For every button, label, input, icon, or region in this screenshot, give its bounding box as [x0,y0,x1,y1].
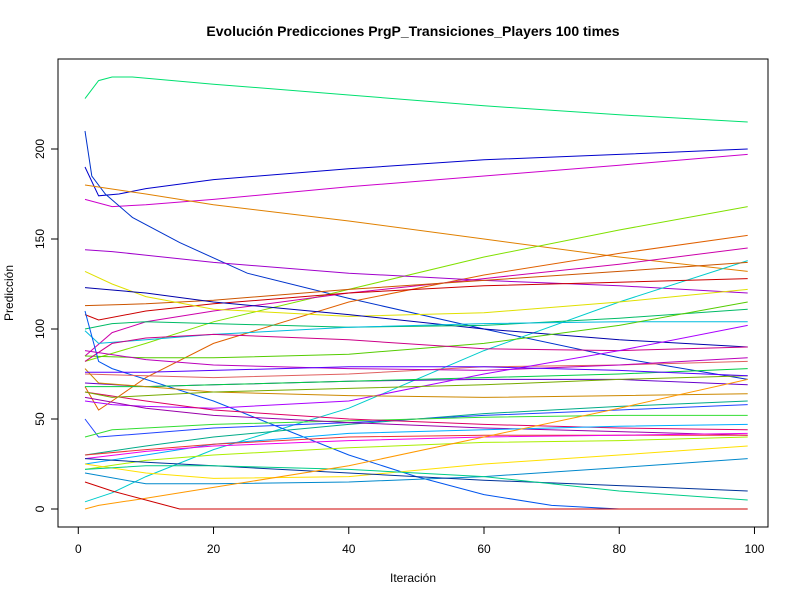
series-line-3 [84,153,748,208]
x-tick-label: 80 [613,542,627,556]
y-tick-label: 0 [33,505,47,512]
series-line-16 [84,321,748,344]
series-line-7 [84,234,748,411]
series-line-28 [84,414,748,438]
x-tick-label: 60 [477,542,491,556]
plot-frame [57,58,769,528]
y-tick-label: 50 [33,412,47,426]
series-line-13 [84,270,748,317]
chart-title: Evolución Predicciones PrgP_Transiciones… [206,23,619,39]
series-line-25 [84,368,748,398]
x-axis-label: Iteración [390,571,436,585]
series-line-31 [84,423,748,465]
series-line-4 [84,130,748,380]
series-line-39 [84,378,748,510]
series-line-12 [84,278,748,321]
series-line-11 [84,261,748,307]
y-tick-label: 150 [33,229,47,249]
series-layer [84,76,748,510]
series-line-21 [84,350,748,371]
y-tick-label: 100 [33,319,47,339]
series-line-40 [84,481,748,510]
series-line-26 [84,400,748,456]
y-axis: 0 50 100 150 200 [33,139,59,512]
series-line-18 [84,333,748,362]
series-line-41 [84,375,748,398]
series-line-5 [84,184,748,272]
series-line-29 [84,391,748,431]
series-line-15 [84,308,748,330]
x-tick-label: 40 [342,542,356,556]
y-axis-label: Predicción [2,265,16,321]
x-axis: 0 20 40 60 80 100 [75,526,765,556]
series-line-35 [84,445,748,479]
series-line-19 [84,310,620,510]
series-line-34 [84,436,748,470]
x-tick-label: 0 [75,542,82,556]
series-line-14 [84,287,748,348]
series-line-24 [84,324,748,409]
series-line-33 [84,432,748,460]
series-line-38 [84,465,748,501]
series-line-17 [84,301,748,359]
series-line-9 [84,247,748,357]
series-line-30 [84,396,748,436]
y-tick-label: 200 [33,139,47,159]
series-line-42 [85,366,748,377]
series-line-2 [84,148,748,197]
series-line-1 [84,76,748,123]
series-line-37 [84,458,748,492]
series-line-27 [84,404,748,438]
x-tick-label: 20 [207,542,221,556]
series-line-36 [84,458,748,485]
series-line-8 [84,249,748,294]
series-line-10 [84,260,748,503]
x-tick-label: 100 [744,542,764,556]
